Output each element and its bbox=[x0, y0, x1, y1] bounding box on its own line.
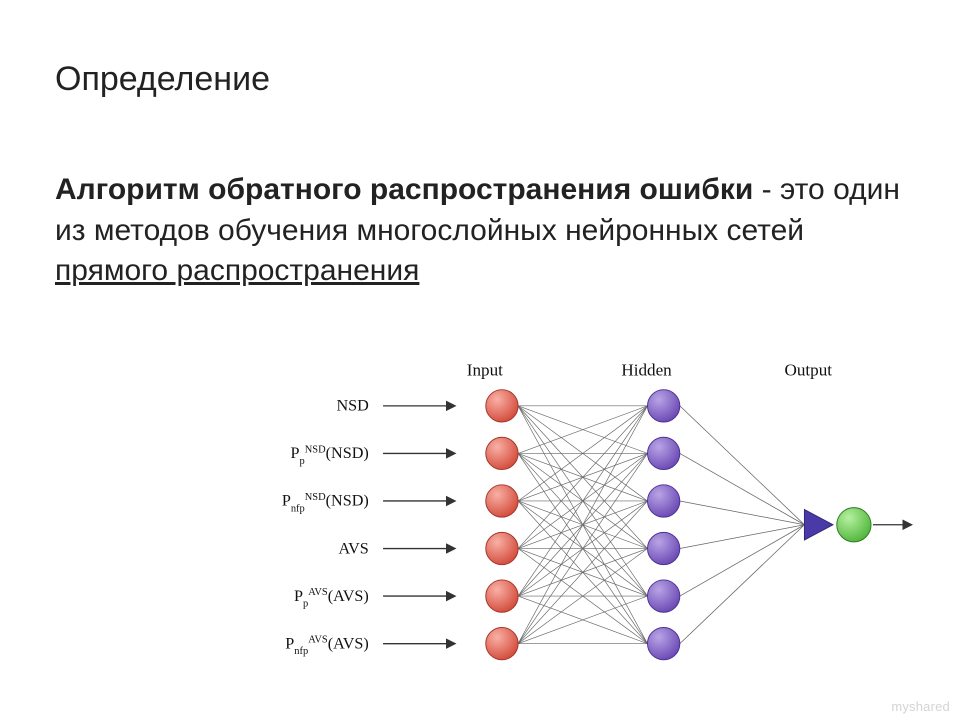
input-label: PpNSD(NSD) bbox=[291, 444, 369, 466]
input-node bbox=[486, 532, 518, 564]
hidden-node bbox=[647, 580, 679, 612]
hidden-node bbox=[647, 437, 679, 469]
input-node bbox=[486, 580, 518, 612]
input-label: PnfpNSD(NSD) bbox=[282, 492, 369, 514]
input-label: PpAVS(AVS) bbox=[294, 587, 369, 609]
input-node bbox=[486, 485, 518, 517]
slide: Определение Алгоритм обратного распростр… bbox=[0, 0, 960, 720]
hidden-node bbox=[647, 627, 679, 659]
definition-text: Алгоритм обратного распространения ошибк… bbox=[55, 170, 905, 292]
neural-network-diagram: Input Hidden Output NSD PpNSD(NSD) PnfpNSD(NS… bbox=[150, 340, 930, 700]
input-node bbox=[486, 437, 518, 469]
input-node bbox=[486, 627, 518, 659]
watermark-text: myshared bbox=[891, 699, 950, 714]
slide-heading: Определение bbox=[55, 60, 270, 99]
hidden-node bbox=[647, 532, 679, 564]
definition-underlined: прямого распространения bbox=[55, 254, 419, 287]
input-label: PnfpAVS(AVS) bbox=[285, 635, 369, 657]
column-label: Input bbox=[467, 360, 503, 379]
term-bold: Алгоритм обратного распространения ошибк… bbox=[55, 173, 753, 206]
column-label: Hidden bbox=[621, 360, 672, 379]
input-label: NSD bbox=[336, 398, 369, 415]
input-node bbox=[486, 390, 518, 422]
hidden-node bbox=[647, 390, 679, 422]
column-label: Output bbox=[784, 360, 832, 379]
gap-text: - bbox=[753, 173, 780, 206]
input-label: AVS bbox=[339, 540, 369, 557]
hidden-node bbox=[647, 485, 679, 517]
output-node bbox=[837, 508, 871, 542]
